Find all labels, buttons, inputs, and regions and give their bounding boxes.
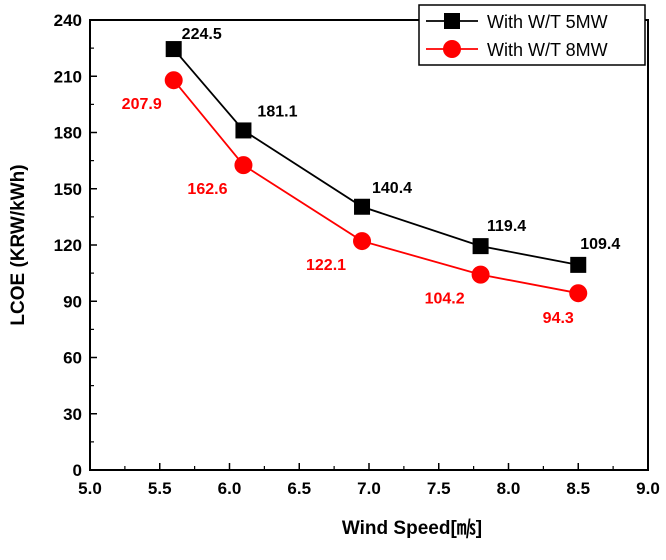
x-tick-label: 8.5 [566, 479, 590, 498]
x-tick-label: 9.0 [636, 479, 660, 498]
square-marker [165, 41, 182, 58]
y-tick-label: 120 [54, 236, 82, 255]
data-label: 162.6 [187, 181, 227, 198]
square-marker [570, 256, 587, 273]
legend-label: With W/T 5MW [487, 12, 608, 32]
data-labels-layer: 224.5 181.1 140.4 119.4 109.4 207.9 162.6 122.1… [122, 26, 621, 327]
x-tick-label: 6.5 [287, 479, 311, 498]
y-tick-label: 0 [73, 461, 82, 480]
square-marker [472, 238, 489, 255]
legend: With W/T 5MW With W/T 8MW [418, 4, 646, 66]
y-axis-title: LCOE (KRW/kWh) [8, 164, 29, 325]
x-tick-label: 5.0 [78, 479, 102, 498]
circle-marker [353, 232, 372, 251]
y-tick-label: 240 [54, 11, 82, 30]
x-tick-label: 8.0 [497, 479, 521, 498]
circle-marker [234, 156, 253, 175]
data-label: 181.1 [257, 103, 297, 120]
x-tick-label: 5.5 [148, 479, 172, 498]
data-label: 122.1 [306, 257, 346, 274]
series-layer [164, 41, 588, 303]
square-marker [354, 198, 371, 215]
y-tick-label: 60 [63, 349, 82, 368]
data-label: 119.4 [487, 218, 526, 235]
y-tick-label: 90 [63, 292, 82, 311]
circle-marker [471, 265, 490, 284]
y-tick-label: 30 [63, 405, 82, 424]
plot-frame [89, 19, 649, 471]
x-tick-label: 7.0 [357, 479, 381, 498]
circle-marker [164, 71, 183, 90]
legend-circle-marker [443, 40, 461, 58]
data-label: 94.3 [543, 310, 574, 327]
legend-square-marker [444, 13, 460, 29]
x-tick-label: 7.5 [427, 479, 451, 498]
circle-marker [569, 284, 588, 303]
x-axis-title: Wind Speed[㎧] [342, 517, 482, 539]
x-tick-label: 6.0 [218, 479, 242, 498]
y-tick-label: 150 [54, 180, 82, 199]
ticks-layer: 5.0 5.5 6.0 6.5 7.0 7.5 8.0 8.5 9.0 0 30 60 90 120 150… [54, 11, 660, 498]
square-marker [235, 122, 252, 139]
data-label: 140.4 [372, 180, 412, 197]
data-label: 109.4 [580, 236, 620, 253]
y-tick-label: 180 [54, 124, 82, 143]
legend-label: With W/T 8MW [487, 40, 608, 60]
data-label: 207.9 [122, 96, 162, 113]
data-label: 104.2 [425, 291, 465, 308]
data-label: 224.5 [182, 26, 222, 43]
y-tick-label: 210 [54, 67, 82, 86]
